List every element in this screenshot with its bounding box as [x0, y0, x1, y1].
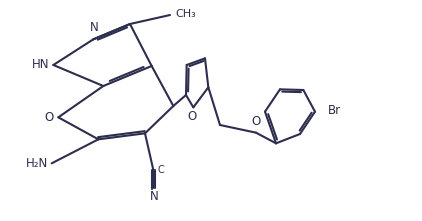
Text: C: C: [157, 165, 164, 175]
Text: H₂N: H₂N: [25, 157, 48, 170]
Text: N: N: [150, 190, 159, 203]
Text: O: O: [188, 110, 197, 123]
Text: HN: HN: [32, 59, 49, 72]
Text: Br: Br: [328, 103, 341, 116]
Text: N: N: [90, 21, 99, 34]
Text: O: O: [44, 111, 53, 124]
Text: CH₃: CH₃: [175, 9, 196, 19]
Text: O: O: [252, 115, 261, 128]
